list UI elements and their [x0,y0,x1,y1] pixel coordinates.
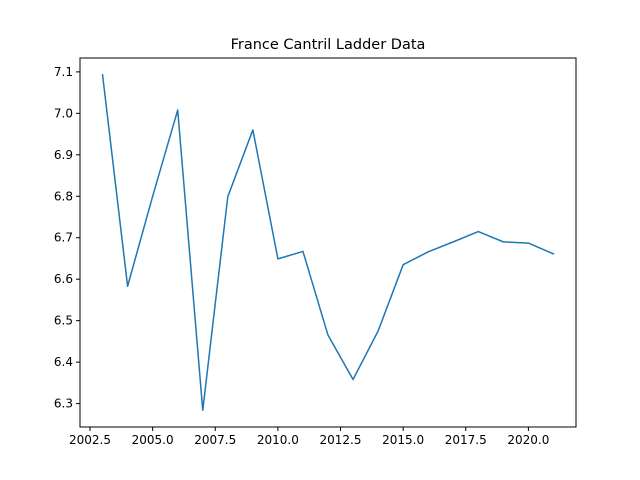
y-tick-label: 7.1 [54,65,73,79]
chart-title: France Cantril Ladder Data [231,37,426,53]
plot-area [101,73,555,411]
y-tick-label: 6.9 [54,148,73,162]
x-tick-label: 2017.5 [445,433,487,447]
y-tick-label: 6.3 [54,397,73,411]
axes-frame [79,57,577,428]
x-tick-label: 2010.0 [257,433,299,447]
y-tick-label: 6.4 [54,355,73,369]
x-tick-label: 2002.5 [69,433,111,447]
x-axis: 2002.5 2005.0 2007.5 2010.0 2012.5 2015.0 2017… [69,427,549,447]
y-tick-label: 6.5 [54,314,73,328]
series-line [101,73,555,411]
x-tick-label: 2020.0 [507,433,549,447]
y-tick-label: 6.7 [54,231,73,245]
y-tick-label: 6.6 [54,272,73,286]
y-axis: 6.3 6.4 6.5 6.6 6.7 6.8 6.9 7.0 7.1 [54,65,80,411]
x-tick-label: 2015.0 [382,433,424,447]
x-tick-label: 2005.0 [132,433,174,447]
y-tick-label: 7.0 [54,106,73,120]
x-tick-label: 2012.5 [320,433,362,447]
x-tick-label: 2007.5 [194,433,236,447]
y-tick-label: 6.8 [54,189,73,203]
